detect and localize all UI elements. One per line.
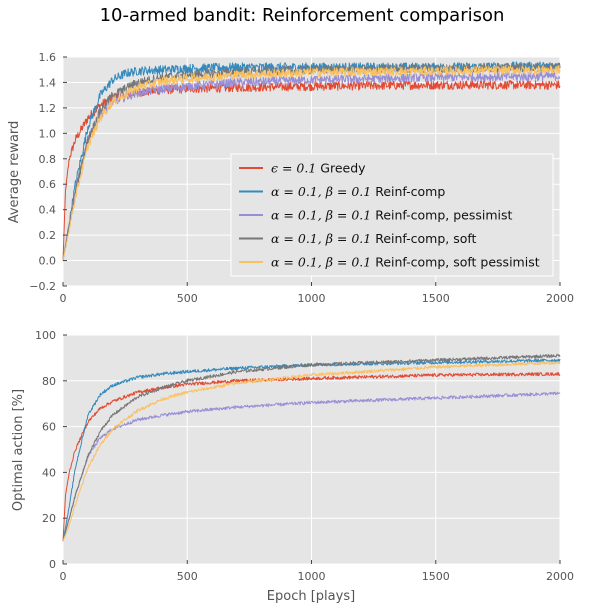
legend-entry: α = 0.1, β = 0.1 Reinf-comp xyxy=(271,184,445,199)
legend-entry-label: Reinf-comp xyxy=(371,184,445,199)
y-axis-label-average-reward: Average reward xyxy=(7,121,22,224)
y-axis-label-optimal-action: Optimal action [%] xyxy=(11,389,26,511)
legend-entry: α = 0.1, β = 0.1 Reinf-comp, soft xyxy=(271,231,477,246)
legend-entry-label: Reinf-comp, soft xyxy=(371,231,476,246)
legend-entry: α = 0.1, β = 0.1 Reinf-comp, pessimist xyxy=(271,208,512,223)
series-line-greedy xyxy=(62,372,561,542)
x-tick-label: 1000 xyxy=(298,292,326,305)
legend: ϵ = 0.1 Greedy α = 0.1, β = 0.1 Reinf-com… xyxy=(230,153,554,277)
x-tick-label: 1500 xyxy=(422,570,450,583)
y-tick-label: 0.2 xyxy=(39,229,57,242)
y-tick-label: 60 xyxy=(42,421,56,434)
legend-entry-label: Reinf-comp, soft pessimist xyxy=(371,255,539,270)
panel-optimal-action: 0 500 1000 1500 2000 0 20 40 60 80 100 xyxy=(35,329,574,583)
x-tick-label: 0 xyxy=(60,570,67,583)
y-tick-label: −0.2 xyxy=(29,280,56,293)
y-tick-label: 0.0 xyxy=(39,255,57,268)
y-tick-label: 0.6 xyxy=(39,178,57,191)
legend-box xyxy=(230,153,554,277)
x-tick-label: 1000 xyxy=(298,570,326,583)
y-tick-label: 40 xyxy=(42,466,56,479)
y-tick-label: 20 xyxy=(42,512,56,525)
legend-entry-math: α = 0.1, β = 0.1 xyxy=(271,255,371,270)
y-tick-label: 1.2 xyxy=(39,102,57,115)
y-tick-label: 1.4 xyxy=(39,76,57,89)
y-tick-label: 80 xyxy=(42,375,56,388)
series-line-pessimist xyxy=(62,391,561,542)
x-tick-label: 0 xyxy=(60,292,67,305)
y-tick-label: 0.8 xyxy=(39,153,57,166)
legend-entry-math: ϵ = 0.1 xyxy=(271,161,316,176)
x-tick-label: 1500 xyxy=(422,292,450,305)
legend-entry-math: α = 0.1, β = 0.1 xyxy=(271,208,371,223)
series-line-soft-pessimist xyxy=(62,361,561,542)
legend-entry-math: α = 0.1, β = 0.1 xyxy=(271,184,371,199)
legend-entry: ϵ = 0.1 Greedy xyxy=(271,161,366,176)
x-tick-label: 500 xyxy=(177,292,198,305)
y-tick-label: 1.6 xyxy=(39,51,57,64)
x-tick-label: 500 xyxy=(177,570,198,583)
x-axis-label-epoch: Epoch [plays] xyxy=(267,589,355,604)
x-tick-label: 2000 xyxy=(546,292,574,305)
series-line-soft xyxy=(62,353,561,542)
y-tick-label: 0 xyxy=(49,558,56,571)
y-tick-label: 0.4 xyxy=(39,204,57,217)
legend-entry-label: Reinf-comp, pessimist xyxy=(371,208,512,223)
legend-entry-label: Greedy xyxy=(316,161,366,176)
y-tick-label: 1.0 xyxy=(39,127,57,140)
legend-entry: α = 0.1, β = 0.1 Reinf-comp, soft pessim… xyxy=(271,255,540,270)
y-tick-label: 100 xyxy=(35,329,56,342)
x-tick-label: 2000 xyxy=(546,570,574,583)
legend-entry-math: α = 0.1, β = 0.1 xyxy=(271,231,371,246)
figure-title: 10-armed bandit: Reinforcement compariso… xyxy=(100,5,505,26)
series-line-soft-pessimist xyxy=(62,64,561,261)
